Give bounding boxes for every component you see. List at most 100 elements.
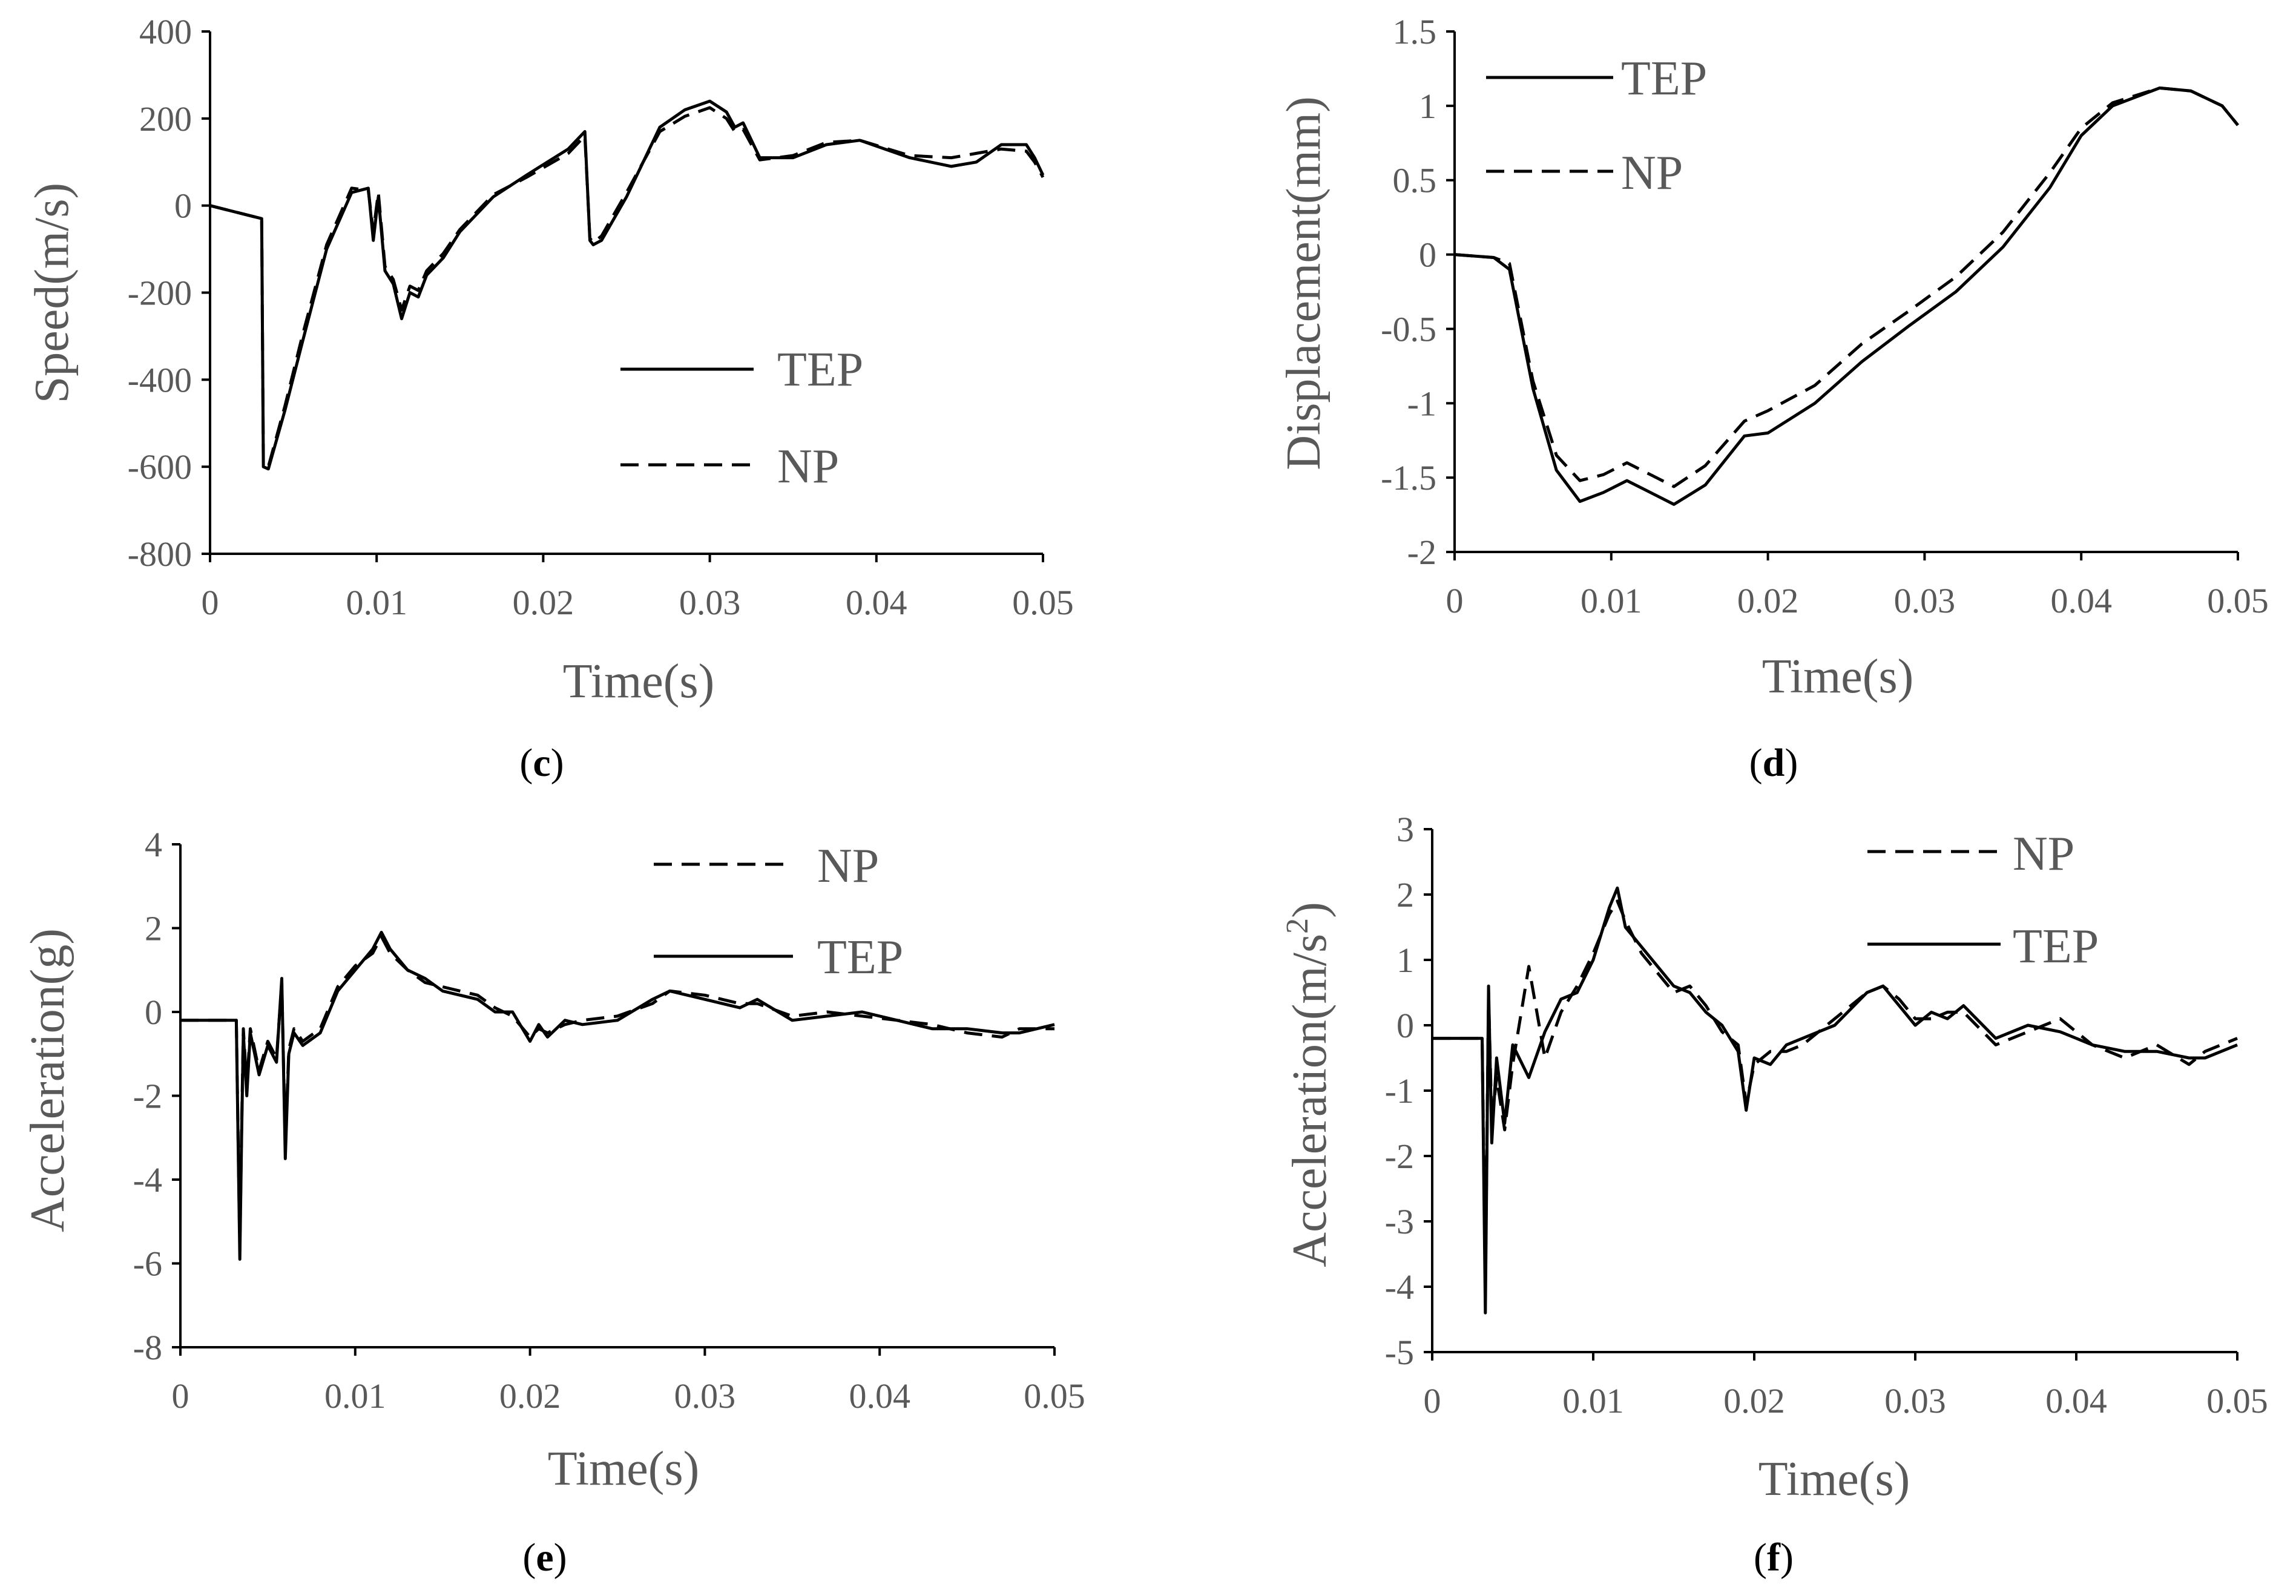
chart-panel-d: -2 -1.5 -1 -0.5 0 0.5 1 1.5 0 0.01 0.02 0.03 0.04 0.0… (1277, 12, 2269, 785)
chart-c-tick-labels: -800 -600 -400 -200 0 200 400 0 0.01 0.02 0.03 0.04… (128, 12, 1074, 622)
chart-f-y-axis-title-main: Acceleration(m/s (1283, 934, 1337, 1267)
chart-d-y-tick-label: -2 (1407, 533, 1436, 572)
chart-c-tick-marks (202, 30, 1044, 562)
chart-f-x-axis-title: Time(s) (1758, 1453, 1910, 1506)
chart-c-series (209, 99, 1045, 471)
chart-f-y-tick-label: 0 (1396, 1006, 1414, 1045)
chart-d-x-tick-label: 0.05 (2207, 581, 2269, 620)
chart-c-x-tick-label: 0.05 (1012, 583, 1074, 622)
chart-e-x-tick-label: 0.04 (849, 1376, 910, 1416)
chart-e-series-tep (180, 930, 1055, 1261)
chart-c-y-tick-label: 0 (174, 186, 192, 226)
chart-c-legend-np: NP (777, 440, 839, 493)
chart-panel-e: -8 -6 -4 -2 0 2 4 0 0.01 0.02 0.03 0.04 0.05 Time(s)… (21, 825, 1085, 1580)
chart-f-x-tick-label: 0.05 (2206, 1381, 2268, 1420)
chart-f-x-tick-label: 0.01 (1562, 1381, 1624, 1420)
chart-f-y-tick-label: -4 (1385, 1267, 1414, 1307)
chart-d-x-tick-label: 0 (1446, 581, 1464, 620)
chart-c-caption-letter: c (533, 741, 550, 785)
chart-e-caption-close: ) (554, 1535, 567, 1580)
chart-e-x-axis-title: Time(s) (548, 1442, 699, 1496)
chart-f-y-axis-title-end: ) (1283, 902, 1337, 918)
chart-c-legend-tep: TEP (777, 343, 863, 396)
chart-c-y-tick-label: -600 (128, 447, 192, 487)
chart-f-y-tick-label: -1 (1385, 1071, 1414, 1111)
chart-f-y-axis-title-sup: 2 (1280, 918, 1315, 934)
chart-c-x-axis-title: Time(s) (563, 655, 714, 708)
chart-e-x-tick-label: 0.05 (1024, 1376, 1085, 1416)
chart-d-caption-open: ( (1749, 741, 1763, 785)
chart-f-x-tick-label: 0.03 (1884, 1381, 1946, 1420)
chart-f-legend-np: NP (2013, 827, 2074, 881)
chart-e-tick-marks (172, 843, 1056, 1356)
chart-c-y-tick-label: -800 (128, 534, 192, 574)
chart-d-x-tick-label: 0.04 (2050, 581, 2112, 620)
chart-f-caption-open: ( (1754, 1535, 1767, 1580)
chart-c-y-tick-label: -400 (128, 360, 192, 399)
chart-e-y-tick-label: 0 (145, 993, 162, 1032)
chart-d-legend-np: NP (1621, 146, 1683, 200)
chart-e-y-tick-label: -4 (133, 1160, 162, 1200)
chart-f-y-tick-label: -3 (1385, 1202, 1414, 1241)
chart-c-y-axis-title: Speed(m/s) (25, 183, 79, 403)
chart-d-caption: (d) (1749, 741, 1798, 785)
chart-f-y-tick-label: -2 (1385, 1137, 1414, 1176)
chart-f-caption: (f) (1754, 1535, 1794, 1580)
chart-f-x-tick-label: 0.04 (2045, 1381, 2107, 1420)
chart-c-x-tick-label: 0.03 (679, 583, 741, 622)
chart-d-legend-tep: TEP (1621, 52, 1707, 105)
chart-e-series (180, 930, 1055, 1261)
chart-d-series-np (1454, 86, 2239, 488)
chart-e-x-tick-label: 0.02 (499, 1376, 561, 1416)
chart-e-y-tick-label: 4 (145, 825, 162, 864)
chart-c-y-tick-label: 400 (139, 12, 192, 51)
chart-d-x-tick-label: 0.03 (1894, 581, 1956, 620)
chart-f-series (1432, 886, 2238, 1315)
chart-d-x-axis-title: Time(s) (1762, 650, 1913, 703)
chart-f-x-tick-label: 0.02 (1723, 1381, 1785, 1420)
chart-c-series-np (209, 106, 1045, 468)
chart-d-series (1454, 86, 2239, 506)
chart-c-x-tick-label: 0.01 (346, 583, 407, 622)
chart-c-x-tick-label: 0.02 (513, 583, 574, 622)
chart-d-y-tick-label: 0.5 (1393, 161, 1437, 200)
chart-c-x-tick-label: 0.04 (846, 583, 907, 622)
chart-e-y-tick-label: -8 (133, 1328, 162, 1367)
chart-f-y-tick-label: 2 (1396, 875, 1414, 915)
chart-f-tick-labels: -5 -4 -3 -2 -1 0 1 2 3 0 0.01 0.02 0.03 0.04 0.05 (1385, 810, 2268, 1420)
chart-e-x-tick-label: 0.03 (674, 1376, 736, 1416)
chart-d-tick-labels: -2 -1.5 -1 -0.5 0 0.5 1 1.5 0 0.01 0.02 0.03 0.04 0.0… (1381, 12, 2269, 620)
chart-panel-c: -800 -600 -400 -200 0 200 400 0 0.01 0.02 0.03 0.04… (25, 12, 1074, 785)
chart-c-x-tick-label: 0 (202, 583, 219, 622)
chart-d-caption-close: ) (1784, 741, 1798, 785)
chart-d-caption-letter: d (1763, 741, 1785, 785)
chart-e-caption-open: ( (522, 1535, 536, 1580)
chart-f-y-axis-title: Acceleration(m/s2) (1280, 902, 1337, 1267)
chart-c-y-tick-label: -200 (128, 274, 192, 313)
chart-d-y-axis-title: Displacement(mm) (1277, 96, 1331, 470)
chart-e-y-tick-label: 2 (145, 909, 162, 948)
chart-c-caption-close: ) (551, 741, 564, 785)
chart-e-series-np (180, 934, 1054, 1253)
chart-c-caption-open: ( (519, 741, 533, 785)
chart-panel-f: -5 -4 -3 -2 -1 0 1 2 3 0 0.01 0.02 0.03 0.04 0.05 Time… (1280, 810, 2268, 1580)
chart-f-x-tick-label: 0 (1424, 1381, 1441, 1420)
chart-e-y-tick-label: -2 (133, 1077, 162, 1116)
chart-e-y-axis-title: Acceleration(g) (21, 928, 74, 1232)
chart-d-y-tick-label: 0 (1419, 235, 1436, 275)
chart-d-y-tick-label: -1.5 (1381, 458, 1436, 498)
chart-d-series-tep (1454, 86, 2239, 506)
chart-d-y-tick-label: -0.5 (1381, 309, 1436, 349)
chart-f-series-tep (1432, 886, 2238, 1315)
chart-f-y-tick-label: -5 (1385, 1333, 1414, 1372)
chart-f-y-tick-label: 3 (1396, 810, 1414, 849)
chart-d-y-tick-label: 1 (1419, 87, 1436, 126)
chart-c-series-tep (209, 99, 1045, 471)
chart-d-x-tick-label: 0.01 (1581, 581, 1642, 620)
chart-d-tick-marks (1446, 30, 2239, 560)
chart-f-series-np (1432, 899, 2238, 1289)
chart-f-legend-tep: TEP (2013, 920, 2099, 973)
chart-f-caption-letter: f (1767, 1535, 1781, 1580)
chart-e-y-tick-label: -6 (133, 1244, 162, 1284)
chart-f-caption-close: ) (1780, 1535, 1794, 1580)
